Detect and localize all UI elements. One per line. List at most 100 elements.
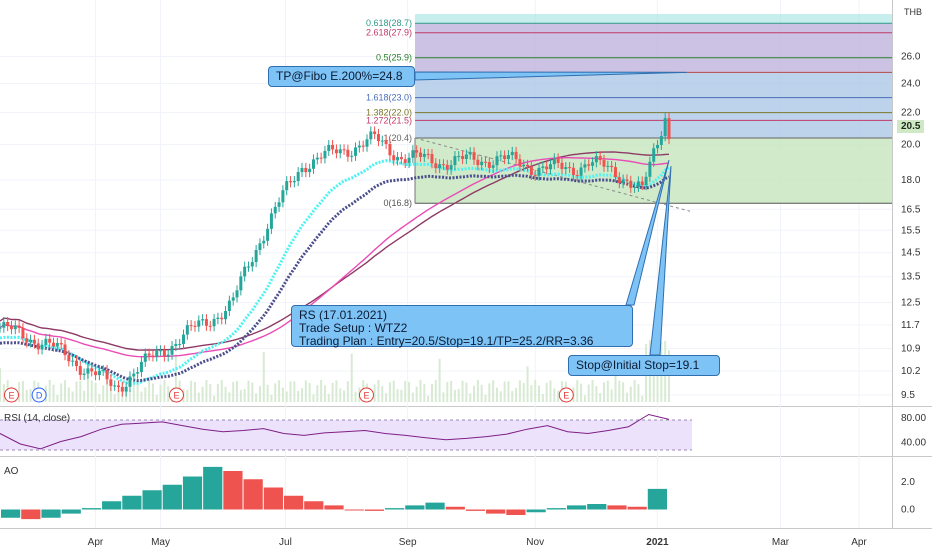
volume-bar — [484, 394, 487, 402]
candle-body — [17, 325, 21, 328]
volume-bar — [465, 382, 468, 402]
y-tick-label: 18.0 — [901, 175, 921, 186]
volume-bar — [148, 380, 151, 402]
candle-body — [132, 373, 136, 377]
candle-body — [323, 150, 327, 159]
fibo-extension-zone — [415, 23, 892, 73]
ao-bar — [324, 505, 344, 510]
last-price-badge: 20.5 — [897, 120, 925, 133]
volume-bar — [641, 395, 644, 402]
candle-body — [2, 321, 6, 328]
candle-body — [197, 320, 201, 327]
candle-body — [44, 338, 48, 345]
volume-bar — [377, 380, 380, 402]
candle-body — [430, 154, 434, 164]
candle-body — [640, 181, 644, 186]
candle-body — [357, 145, 361, 148]
volume-bar — [197, 392, 200, 402]
volume-bar — [526, 366, 529, 402]
candle-body — [342, 149, 346, 151]
candle-body — [598, 156, 602, 160]
candle-body — [308, 168, 312, 173]
volume-bar — [385, 393, 388, 402]
volume-bar — [71, 391, 74, 402]
tp-callout[interactable]: TP@Fibo E.200%=24.8 — [268, 66, 415, 87]
volume-bar — [151, 383, 154, 402]
candle-body — [610, 165, 614, 168]
candle-body — [426, 153, 430, 155]
ao-bar — [81, 508, 102, 510]
volume-bar — [316, 385, 319, 402]
ao-bar — [587, 504, 607, 510]
fibo-level-label: 1(20.4) — [383, 133, 412, 143]
volume-bar — [388, 382, 391, 402]
candle-body — [526, 164, 530, 167]
x-tick-label: Nov — [526, 537, 544, 548]
volume-bar — [480, 384, 483, 402]
volume-bar — [289, 381, 292, 402]
candle-body — [29, 339, 33, 343]
ao-bar — [243, 479, 263, 510]
volume-bar — [495, 387, 498, 402]
time-axis[interactable]: Apr May Jul Sep Nov 2021 Mar Apr — [88, 537, 868, 548]
candle-body — [285, 181, 289, 191]
volume-bar — [488, 383, 491, 402]
candle-body — [25, 338, 29, 343]
volume-bar — [553, 388, 556, 402]
candle-body — [403, 159, 407, 163]
volume-bar — [251, 382, 254, 402]
rsi-panel[interactable]: 80.00 40.00 — [0, 413, 926, 450]
volume-bar — [637, 384, 640, 402]
ao-bar — [203, 466, 223, 510]
candle-body — [162, 350, 166, 357]
ao-tick-label: 2.0 — [901, 477, 915, 488]
candle-body — [422, 153, 426, 157]
price-axis[interactable]: 9.5 10.2 10.9 11.7 12.5 13.5 14.5 15.5 16.5 18.0 2… — [901, 51, 921, 400]
volume-bar — [625, 392, 628, 402]
volume-bar — [381, 386, 384, 402]
candle-body — [656, 144, 660, 149]
currency-label: THB — [904, 7, 922, 17]
candle-body — [201, 319, 205, 321]
candle-body — [170, 346, 174, 355]
candle-body — [663, 118, 667, 137]
ao-bar — [425, 502, 445, 510]
volume-bar — [159, 384, 162, 402]
volume-bar — [205, 380, 208, 402]
candle-body — [560, 162, 564, 170]
y-tick-label: 24.0 — [901, 78, 921, 89]
volume-bar — [430, 383, 433, 402]
ao-bar — [41, 509, 61, 518]
volume-bar — [473, 385, 476, 402]
y-tick-label: 14.5 — [901, 248, 921, 259]
volume-bar — [530, 385, 533, 402]
volume-bar — [538, 385, 541, 402]
candle-body — [90, 368, 94, 372]
rs-callout[interactable]: RS (17.01.2021) Trade Setup : WTZ2 Tradi… — [291, 305, 633, 348]
fibonacci-tool[interactable]: 0.618(28.7)2.618(27.9)0.5(25.9)2(24.8)1.… — [366, 14, 892, 212]
volume-bar — [144, 387, 147, 402]
candle-body — [625, 179, 629, 181]
fibo-level-label: 0.618(28.7) — [366, 18, 412, 28]
y-tick-label: 22.0 — [901, 108, 921, 119]
candle-body — [441, 164, 445, 166]
stop-callout[interactable]: Stop@Initial Stop=19.1 — [568, 355, 720, 376]
volume-bar — [266, 384, 269, 402]
rsi-band — [0, 420, 692, 450]
volume-bar — [545, 382, 548, 402]
volume-bar — [595, 386, 598, 402]
volume-bar — [415, 386, 418, 402]
candle-body — [13, 325, 17, 330]
candle-body — [304, 167, 308, 173]
candle-body — [548, 164, 552, 170]
candle-body — [529, 166, 533, 175]
ao-panel[interactable]: 2.0 0.0 — [1, 466, 915, 520]
volume-bar — [2, 384, 5, 402]
candle-body — [235, 290, 239, 298]
volume-bar — [117, 382, 120, 402]
candle-body — [537, 167, 541, 176]
candle-body — [227, 300, 231, 312]
ao-bar — [223, 471, 243, 510]
